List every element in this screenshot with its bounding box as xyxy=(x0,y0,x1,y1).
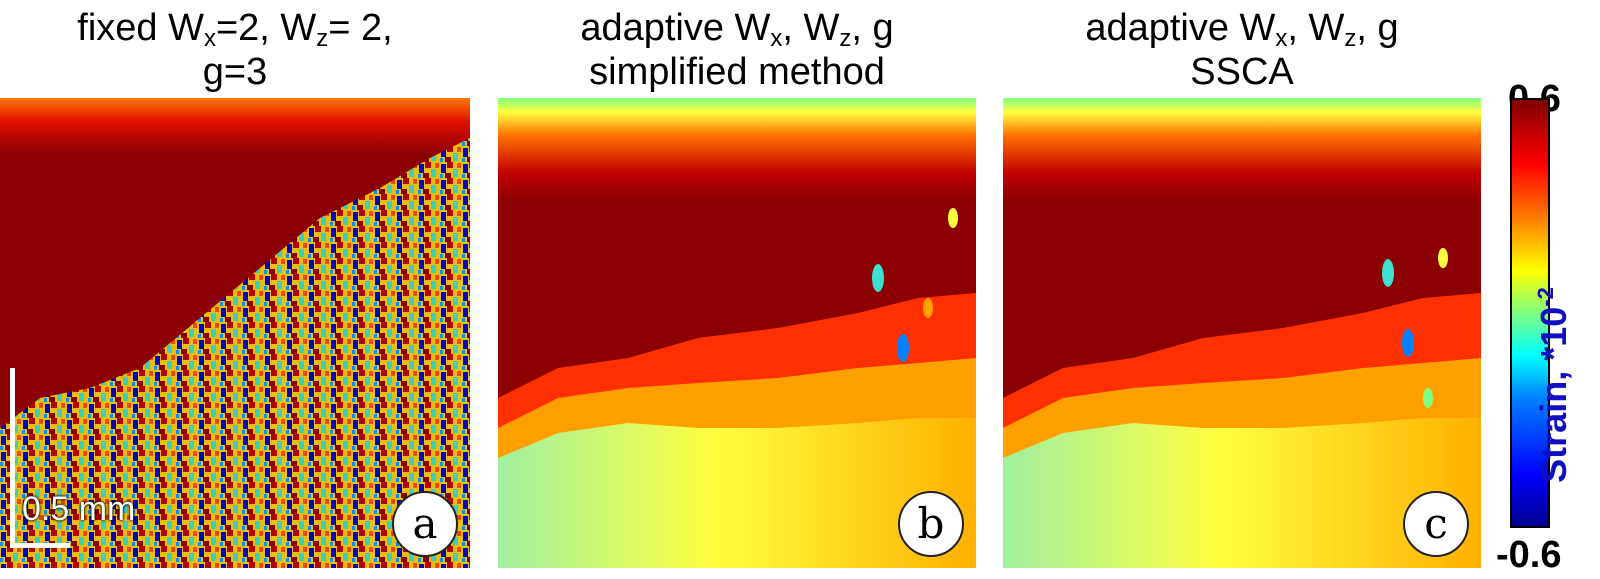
colorbar-min-label: -0.6 xyxy=(1496,534,1562,576)
scale-bar-label: 0.5 mm xyxy=(22,490,136,528)
scale-bar xyxy=(10,368,70,548)
colorbar-title: Strain, *10-2 xyxy=(1533,287,1574,483)
strain-map-b xyxy=(498,98,976,568)
panel-b-badge: b xyxy=(898,491,964,557)
strain-map-c xyxy=(1003,98,1481,568)
panel-c-title: adaptive Wx, Wz, g SSCA xyxy=(1085,7,1399,93)
panel-a: fixed Wx=2, Wz= 2, g=3 xyxy=(0,0,470,579)
panel-a-badge: a xyxy=(392,491,458,557)
panel-a-title: fixed Wx=2, Wz= 2, g=3 xyxy=(77,7,393,93)
panel-b-title: adaptive Wx, Wz, g simplified method xyxy=(580,7,894,93)
panel-c-badge: c xyxy=(1403,491,1469,557)
panel-c: adaptive Wx, Wz, g SSCA xyxy=(1003,0,1481,579)
colorbar xyxy=(1510,98,1550,528)
panel-b: adaptive Wx, Wz, g simplified method xyxy=(498,0,976,579)
strain-map-a xyxy=(0,98,470,568)
